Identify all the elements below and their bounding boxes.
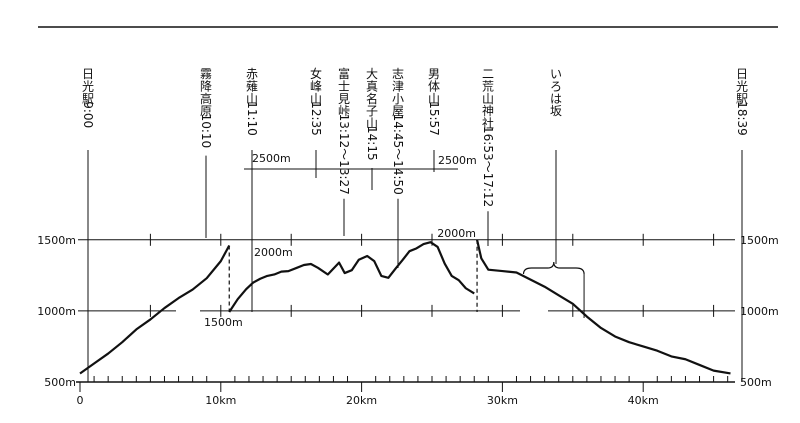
x-tick-label: 20km — [346, 394, 377, 407]
waypoint-name-char: 高 — [200, 91, 212, 106]
waypoint-name-char: 小 — [392, 92, 404, 106]
waypoint-name-char: 体 — [428, 79, 440, 93]
profile-line-lower-left — [79, 244, 231, 375]
y-tick-label-right: 500m — [740, 376, 772, 389]
y-tick-label-right: 1500m — [740, 234, 779, 247]
upper-axis-label: 2500m — [438, 154, 477, 167]
upper-axis-label: 2000m — [254, 246, 293, 259]
waypoint-name-char: い — [550, 67, 562, 81]
x-tick-label: 10km — [205, 394, 236, 407]
waypoint-time: 16:53〜17:12 — [481, 126, 495, 207]
waypoint-name-char: 女 — [310, 66, 322, 81]
waypoint-name-char: 山 — [246, 92, 258, 106]
upper-axis-labels: 2500m 2500m 2000m 2000m 1500m — [204, 152, 477, 329]
waypoint-name-char: 富 — [338, 66, 350, 81]
waypoint-name-char: 山 — [428, 92, 440, 106]
waypoint-name-char: 山 — [366, 117, 378, 131]
waypoint-name-char: 霧 — [200, 67, 212, 81]
waypoint-annotations: 日光駅9:00霧降高原10:10赤薙山11:10女峰山12:35富士見峠13:1… — [81, 66, 749, 382]
waypoint-name-char: 原 — [200, 104, 212, 118]
waypoint-time: 10:10 — [199, 114, 213, 149]
waypoint-name-char: 坂 — [550, 104, 562, 118]
iroha-zaka-bracket — [522, 261, 585, 275]
profile-line-lower-right — [475, 239, 731, 375]
waypoint-name-char: 士 — [338, 79, 350, 93]
waypoint-time: 18:39 — [735, 101, 749, 136]
waypoint-name-char: 津 — [392, 79, 404, 93]
waypoint-name-char: 見 — [338, 92, 350, 106]
y-tick-label-left: 1000m — [37, 305, 76, 318]
waypoint-name-char: 薙 — [246, 79, 258, 93]
waypoint-name-char: 子 — [366, 104, 378, 118]
waypoint-name-char: 志 — [392, 67, 404, 81]
waypoint-time: 12:35 — [309, 101, 323, 136]
upper-axis-label: 1500m — [204, 316, 243, 329]
axes-layer: 0 10km 20km 30km 40km 500m 1000m 1500m 500m 1000m… — [37, 233, 779, 407]
x-tick-label: 30km — [487, 394, 518, 407]
waypoint-time: 11:10 — [245, 101, 259, 136]
waypoint-name-char: 荒 — [482, 79, 494, 93]
waypoint-time: 14:45〜14:50 — [391, 114, 405, 195]
waypoint-name-char: 赤 — [246, 67, 258, 81]
waypoint-name-char: 屋 — [392, 104, 404, 118]
waypoint-name-char: 駅 — [736, 92, 748, 106]
upper-axis-label: 2500m — [252, 152, 291, 165]
waypoint-name-char: 山 — [310, 92, 322, 106]
waypoint-name-char: 降 — [200, 79, 212, 93]
waypoint-name-char: 名 — [366, 91, 378, 106]
x-tick-label: 0 — [77, 394, 84, 407]
y-tick-label-left: 1500m — [37, 234, 76, 247]
x-tick-label: 40km — [628, 394, 659, 407]
waypoint-name-char: 神 — [482, 104, 494, 118]
waypoint-name-char: は — [550, 92, 562, 106]
waypoint-name-char: 真 — [366, 79, 378, 93]
waypoint-name-char: 山 — [482, 92, 494, 106]
y-tick-label-right: 1000m — [740, 305, 779, 318]
waypoint-name-char: 日 — [82, 67, 94, 81]
waypoint-name-char: 大 — [366, 67, 378, 81]
waypoint-name-char: 日 — [736, 67, 748, 81]
waypoint-name-char: 駅 — [82, 92, 94, 106]
waypoint-time: 15:57 — [427, 101, 441, 136]
waypoint-name-char: 光 — [82, 79, 94, 93]
waypoint-name-char: ろ — [550, 79, 562, 93]
waypoint-time: 13:12〜13:27 — [337, 114, 351, 195]
y-tick-label-left: 500m — [44, 376, 76, 389]
profile-line-upper — [228, 241, 475, 313]
profile-layer — [79, 239, 731, 375]
waypoint-name-char: 社 — [482, 116, 494, 131]
waypoint-name-char: 光 — [736, 79, 748, 93]
waypoint-name-char: 峠 — [338, 103, 350, 118]
upper-axis-label: 2000m — [437, 227, 476, 240]
grid-layer — [78, 168, 735, 312]
waypoint-time: 9:00 — [81, 101, 95, 128]
waypoint-time: 14:15 — [365, 126, 379, 161]
waypoint-name-char: 男 — [428, 67, 440, 81]
waypoint-name-char: 二 — [482, 67, 494, 81]
waypoint-name-char: 峰 — [310, 79, 322, 93]
